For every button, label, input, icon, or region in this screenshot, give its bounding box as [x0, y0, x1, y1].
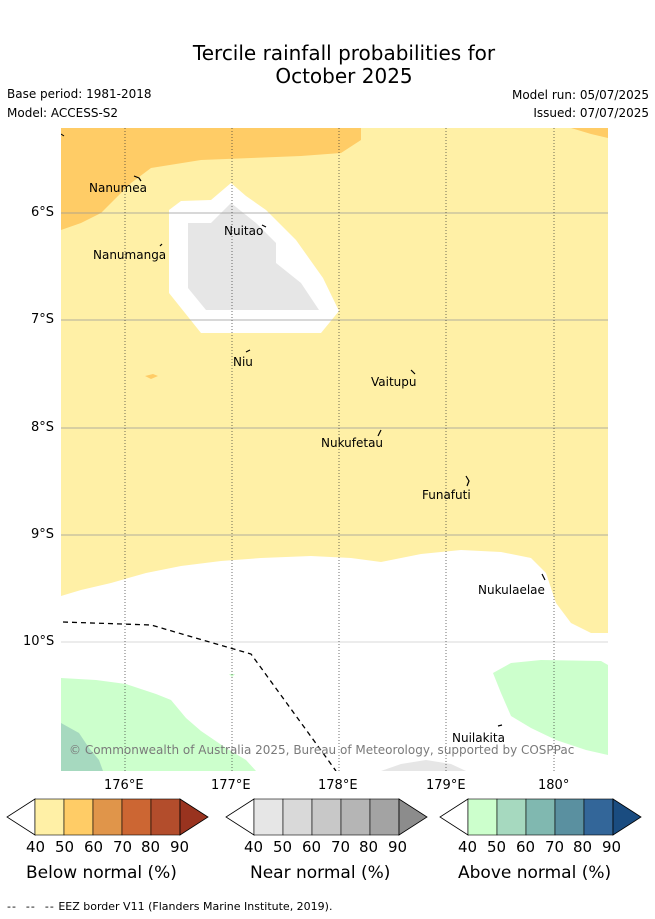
longitude-gridlines	[124, 128, 555, 771]
colorbar-segment	[282, 798, 313, 836]
rainfall-map	[61, 128, 608, 771]
colorbar-segment	[467, 798, 498, 836]
colorbars	[6, 798, 642, 836]
lat-label-10s: 10°S	[23, 634, 55, 649]
eez-legend-symbol: -- -- --	[7, 900, 55, 913]
colorbar-segment	[92, 798, 123, 836]
eez-legend-text: EEZ border V11 (Flanders Marine Institut…	[58, 900, 333, 913]
island-outlines	[133, 175, 546, 727]
place-label-nuilakita: Nuilakita	[452, 731, 505, 745]
lon-label-178e: 178°E	[318, 778, 358, 793]
map-title-line1: Tercile rainfall probabilities for	[192, 41, 496, 65]
colorbar-segment	[525, 798, 556, 836]
near-tick-60: 60	[302, 838, 322, 856]
near-tick-70: 70	[331, 838, 351, 856]
below-tick-40: 40	[26, 838, 46, 856]
below-normal-50-area	[61, 128, 361, 230]
colorbar-extend-low	[6, 798, 36, 836]
colorbar-segment	[311, 798, 342, 836]
above-tick-70: 70	[545, 838, 565, 856]
above-tick-50: 50	[487, 838, 507, 856]
lon-label-177e: 177°E	[211, 778, 251, 793]
below-normal-title: Below normal (%)	[26, 863, 177, 883]
place-label-nanumea: Nanumea	[89, 181, 147, 195]
lat-label-8s: 8°S	[31, 420, 55, 435]
place-label-nukulaelae: Nukulaelae	[478, 583, 545, 597]
colorbar-segment	[369, 798, 400, 836]
above-normal-50-area	[61, 723, 103, 771]
below-normal-colorbar	[6, 798, 209, 836]
place-label-nukufetau: Nukufetau	[321, 436, 384, 450]
issued-label: Issued: 07/07/2025	[533, 106, 649, 120]
lon-label-179e: 179°E	[426, 778, 466, 793]
map-title-line2: October 2025	[275, 64, 413, 88]
place-label-funafuti: Funafuti	[422, 488, 471, 502]
eez-legend: -- -- -- EEZ border V11 (Flanders Marine…	[7, 900, 332, 913]
near-tick-90: 90	[388, 838, 408, 856]
near-tick-50: 50	[273, 838, 293, 856]
colorbar-extend-high	[398, 798, 428, 836]
above-tick-80: 80	[573, 838, 593, 856]
above-tick-90: 90	[602, 838, 622, 856]
latitude-gridlines	[61, 212, 608, 643]
place-label-niu: Niu	[233, 355, 253, 369]
colorbar-segment	[583, 798, 614, 836]
colorbar-segment	[496, 798, 527, 836]
above-normal-colorbar	[439, 798, 642, 836]
below-tick-70: 70	[113, 838, 133, 856]
colorbar-segment	[121, 798, 152, 836]
below-tick-90: 90	[170, 838, 190, 856]
above-tick-60: 60	[516, 838, 536, 856]
place-label-vaitupu: Vaitupu	[371, 375, 417, 389]
near-tick-40: 40	[244, 838, 264, 856]
base-period-label: Base period: 1981-2018	[7, 87, 152, 101]
colorbar-extend-high	[179, 798, 209, 836]
lat-label-6s: 6°S	[31, 205, 55, 220]
near-normal-colorbar	[225, 798, 428, 836]
eez-border-line	[62, 621, 337, 771]
below-normal-50-corner	[571, 128, 608, 138]
lat-label-7s: 7°S	[31, 312, 55, 327]
lon-label-176e: 176°E	[104, 778, 144, 793]
below-tick-50: 50	[55, 838, 75, 856]
colorbar-segment	[253, 798, 284, 836]
above-normal-40-right	[493, 660, 608, 755]
colorbar-segment	[34, 798, 65, 836]
copyright-notice: © Commonwealth of Australia 2025, Bureau…	[69, 743, 575, 757]
near-tick-80: 80	[359, 838, 379, 856]
above-tick-40: 40	[458, 838, 478, 856]
colorbar-extend-high	[612, 798, 642, 836]
colorbar-segment	[150, 798, 181, 836]
colorbar-extend-low	[225, 798, 255, 836]
below-tick-60: 60	[84, 838, 104, 856]
colorbar-segment	[340, 798, 371, 836]
model-label: Model: ACCESS-S2	[7, 106, 119, 120]
below-tick-80: 80	[141, 838, 161, 856]
model-run-label: Model run: 05/07/2025	[511, 88, 649, 102]
place-label-nuitao: Nuitao	[224, 224, 264, 238]
colorbar-extend-low	[439, 798, 469, 836]
near-normal-title: Near normal (%)	[250, 863, 391, 883]
lon-label-180: 180°	[538, 778, 570, 793]
colorbar-segment	[63, 798, 94, 836]
place-label-nanumanga: Nanumanga	[93, 248, 167, 262]
above-normal-40-left	[61, 678, 256, 771]
near-normal-40-area	[188, 203, 319, 310]
above-normal-title: Above normal (%)	[458, 863, 612, 883]
lat-label-9s: 9°S	[31, 527, 55, 542]
colorbar-segment	[554, 798, 585, 836]
